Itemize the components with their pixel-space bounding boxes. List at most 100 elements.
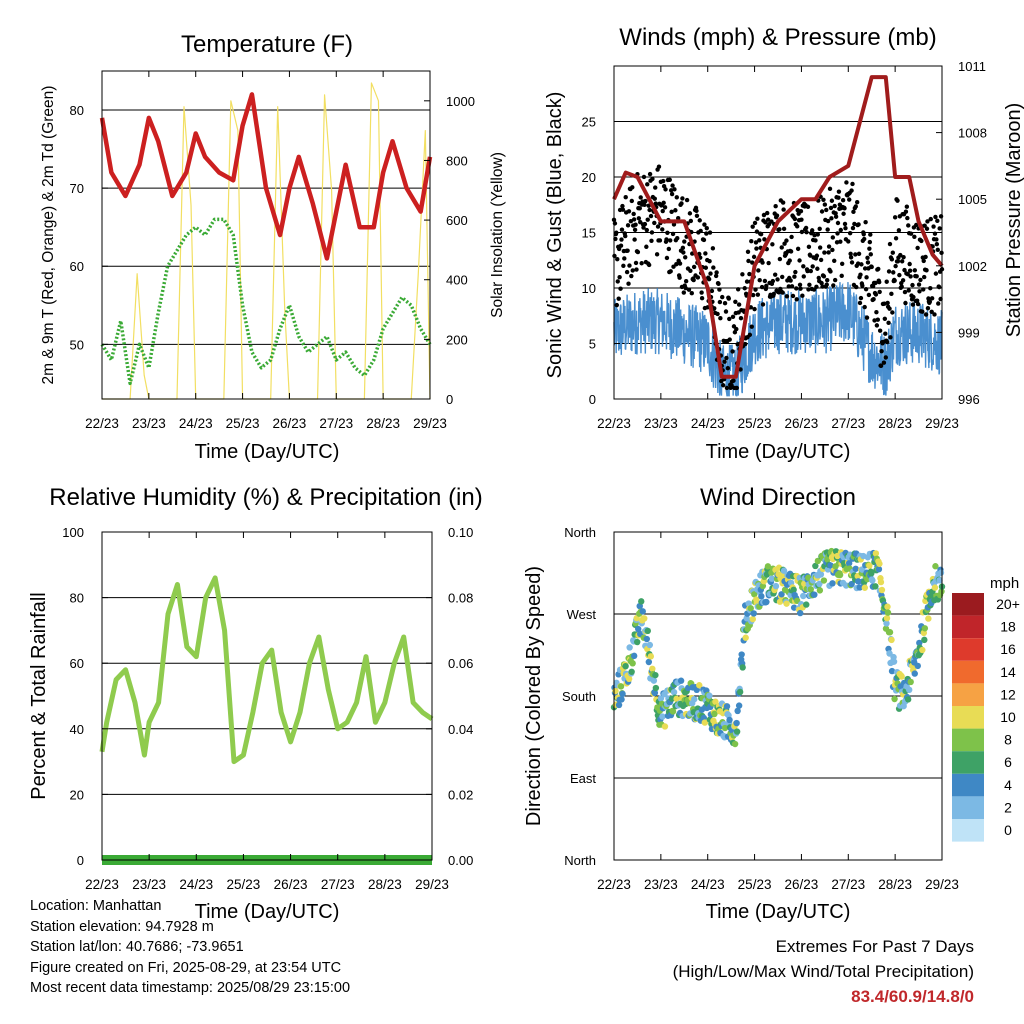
gust-point xyxy=(827,186,833,192)
gust-point xyxy=(691,277,696,283)
winds-panel: Winds (mph) & Pressure (mb) 0 5 10 15 20 25 9… xyxy=(544,24,1024,463)
winds-ylabel: Sonic Wind & Gust (Blue, Black) xyxy=(544,92,566,379)
y-tick-label: 0 xyxy=(77,853,84,868)
gust-point xyxy=(616,296,621,301)
gust-point xyxy=(698,228,703,234)
x-tick-label: 22/23 xyxy=(85,416,119,431)
gust-point xyxy=(710,246,716,251)
gust-point xyxy=(780,290,785,295)
x-tick-label: 28/23 xyxy=(368,877,402,892)
y2-tick-label: 999 xyxy=(958,325,980,340)
gust-point xyxy=(699,295,705,301)
gust-point xyxy=(853,252,858,257)
gust-point xyxy=(629,273,634,279)
winds-y2label: Station Pressure (Maroon) xyxy=(1003,103,1024,338)
gust-point xyxy=(795,246,801,252)
direction-point xyxy=(738,651,745,658)
gust-point xyxy=(750,292,756,298)
colorbar-swatch xyxy=(952,819,984,842)
gust-point xyxy=(864,275,869,280)
colorbar-tick-label: 14 xyxy=(1000,664,1016,680)
direction-point xyxy=(629,660,636,667)
gust-point xyxy=(637,206,642,211)
gust-point xyxy=(773,203,778,209)
gust-point xyxy=(916,282,922,287)
gust-point xyxy=(882,301,887,306)
gust-point xyxy=(757,278,762,283)
direction-point xyxy=(739,664,746,671)
gust-point xyxy=(917,289,922,294)
gust-point xyxy=(682,239,687,244)
direction-point xyxy=(751,591,758,598)
colorbar-swatch xyxy=(952,660,984,684)
direction-point xyxy=(907,678,914,686)
x-tick-label: 25/23 xyxy=(738,877,772,892)
gust-point xyxy=(810,264,815,269)
gust-point xyxy=(842,206,847,211)
direction-point xyxy=(891,695,898,703)
gust-point xyxy=(641,225,646,230)
gust-point xyxy=(626,209,632,214)
x-tick-label: 27/23 xyxy=(831,877,865,892)
gust-point xyxy=(718,315,723,321)
direction-point xyxy=(829,580,836,587)
gust-point xyxy=(669,191,675,197)
gust-point xyxy=(793,269,798,275)
y-tick-label: North xyxy=(564,525,596,540)
colorbar-tick-label: 4 xyxy=(1004,777,1012,793)
gust-point xyxy=(620,207,626,212)
direction-point xyxy=(649,665,656,672)
gust-point xyxy=(881,360,887,365)
gust-point xyxy=(877,279,882,285)
gust-point xyxy=(722,301,728,306)
station-latlon: Station lat/lon: 40.7686; -73.9651 xyxy=(30,939,244,955)
direction-point xyxy=(916,639,923,647)
gust-point xyxy=(902,267,907,273)
gust-point xyxy=(794,286,799,291)
gust-point xyxy=(643,198,648,204)
gust-point xyxy=(898,252,903,258)
gust-point xyxy=(932,312,937,317)
direction-point xyxy=(750,610,757,617)
gust-point xyxy=(624,269,630,275)
direction-point xyxy=(878,586,886,594)
gust-point xyxy=(851,209,856,215)
direction-point xyxy=(659,713,666,720)
gust-point xyxy=(784,294,790,299)
gust-point xyxy=(752,220,758,226)
gust-point xyxy=(724,355,729,361)
gust-point xyxy=(625,223,631,228)
extremes-box: Extremes For Past 7 Days (High/Low/Max W… xyxy=(673,934,974,1009)
temperature-title: Temperature (F) xyxy=(181,31,353,58)
direction-point xyxy=(812,562,819,570)
sonic-wind-points xyxy=(613,282,943,397)
gust-point xyxy=(888,335,893,340)
direction-point xyxy=(914,662,921,670)
gust-point xyxy=(664,237,669,242)
direction-point xyxy=(711,710,718,718)
gust-point xyxy=(683,255,688,260)
direction-point xyxy=(937,569,945,576)
gust-point xyxy=(839,273,844,279)
direction-point xyxy=(726,716,733,724)
gust-point xyxy=(674,262,679,267)
y2-tick-label: 0.00 xyxy=(448,853,473,868)
gust-point xyxy=(890,310,895,315)
gust-point xyxy=(788,249,794,254)
direction-point xyxy=(758,593,765,600)
gust-point xyxy=(630,268,635,273)
gust-point xyxy=(835,231,840,236)
gust-point xyxy=(825,218,831,224)
colorbar-swatch xyxy=(952,728,984,752)
y-tick-label: 80 xyxy=(70,103,84,118)
gust-point xyxy=(660,227,665,232)
gust-point xyxy=(928,216,933,222)
gust-point xyxy=(634,267,639,272)
gust-point xyxy=(923,312,929,317)
gust-point xyxy=(754,246,759,251)
direction-point xyxy=(872,550,880,557)
gust-point xyxy=(792,216,798,222)
gust-point xyxy=(679,201,684,206)
gust-point xyxy=(717,287,722,292)
gust-point xyxy=(834,240,840,245)
